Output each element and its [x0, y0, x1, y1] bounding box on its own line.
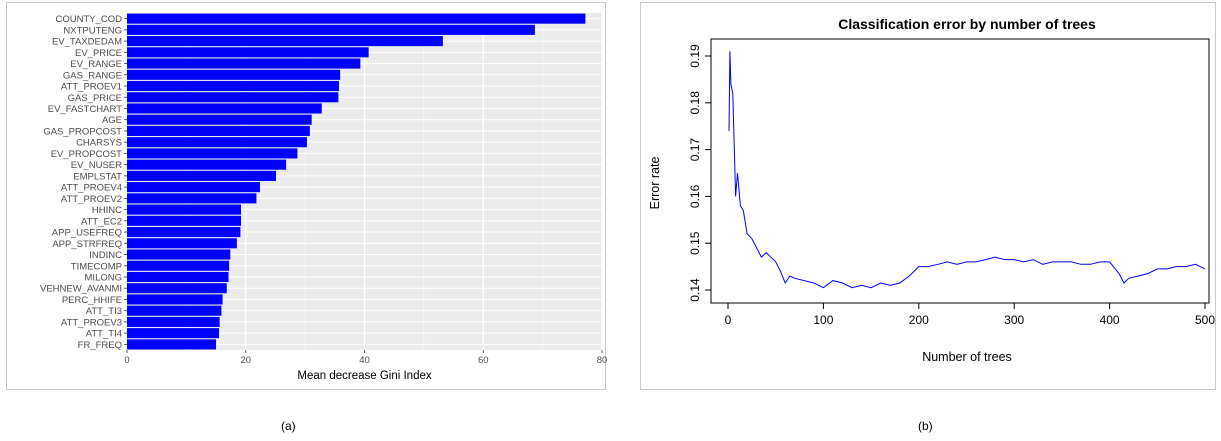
bar: [127, 339, 217, 350]
y-tick-label: HHINC: [92, 205, 122, 216]
x-tick-label: 0: [725, 313, 732, 327]
bar: [127, 328, 220, 339]
x-tick-label: 300: [1004, 313, 1024, 327]
bar: [127, 92, 339, 103]
caption-a: (a): [281, 419, 296, 433]
gini-importance-chart: COUNTY_CODNXTPUTENGEV_TAXDEDAMEV_PRICEEV…: [40, 13, 608, 382]
y-tick-label: 0.18: [688, 91, 702, 115]
y-tick-label: APP_STRFREQ: [52, 239, 122, 250]
x-tick-label: 0: [124, 355, 129, 366]
bar: [127, 305, 222, 316]
y-tick-label: ATT_EC2: [81, 216, 122, 227]
y-tick-label: EV_FASTCHART: [48, 104, 122, 115]
bar: [127, 125, 310, 137]
y-axis-title: Error rate: [648, 157, 662, 210]
bar: [127, 24, 535, 35]
bar: [127, 283, 227, 294]
bar: [127, 170, 277, 181]
y-tick-label: AGE: [102, 115, 122, 126]
x-tick-label: 500: [1195, 313, 1215, 327]
y-tick-label: ATT_PROEV4: [61, 183, 122, 194]
bar: [127, 294, 223, 305]
bar: [127, 137, 307, 148]
y-tick-label: ATT_PROEV1: [61, 82, 122, 93]
bar: [127, 148, 298, 159]
bar: [127, 47, 369, 58]
y-tick-label: GAS_PRICE: [68, 93, 122, 104]
y-tick-label: EV_TAXDEDAM: [52, 37, 122, 48]
x-tick-label: 40: [359, 355, 370, 366]
bar: [127, 159, 287, 170]
error-rate-chart-panel: Classification error by number of trees 0…: [640, 2, 1216, 390]
bar: [127, 182, 260, 193]
x-tick-label: 60: [478, 355, 489, 366]
bar: [127, 260, 230, 271]
x-axis-title: Mean decrease Gini Index: [297, 370, 431, 382]
y-tick-label: EMPLSTAT: [73, 171, 122, 182]
x-tick-label: 80: [597, 355, 608, 366]
y-tick-label: ATT_TI4: [86, 329, 122, 340]
bar: [127, 215, 241, 226]
bar: [127, 193, 257, 204]
y-tick-label: EV_PRICE: [75, 48, 122, 59]
caption-b: (b): [918, 419, 933, 433]
y-tick-label: 0.19: [688, 44, 702, 68]
bar: [127, 238, 237, 249]
y-tick-label: NXTPUTENG: [63, 25, 122, 36]
x-tick-label: 100: [813, 313, 833, 327]
y-tick-label: GAS_RANGE: [63, 70, 122, 81]
y-tick-label: ATT_TI3: [86, 306, 122, 317]
bar: [127, 271, 229, 283]
y-tick-label: 0.16: [688, 184, 702, 208]
y-tick-label: 0.14: [688, 278, 702, 302]
y-tick-label: ATT_PROEV2: [61, 194, 122, 205]
y-tick-label: COUNTY_COD: [55, 14, 122, 25]
bar: [127, 226, 241, 238]
y-tick-label: 0.17: [688, 138, 702, 162]
bar: [127, 316, 220, 327]
y-tick-label: GAS_PROPCOST: [43, 126, 122, 137]
y-tick-label: MILONG: [85, 272, 122, 283]
y-tick-label: VEHNEW_AVANMI: [40, 284, 122, 295]
x-tick-label: 200: [909, 313, 929, 327]
x-tick-label: 20: [240, 355, 251, 366]
x-axis-title: Number of trees: [922, 350, 1012, 364]
bar: [127, 80, 339, 92]
y-tick-label: EV_RANGE: [70, 59, 122, 70]
bar: [127, 114, 312, 125]
y-tick-label: INDINC: [89, 250, 122, 261]
y-tick-label: FR_FREQ: [78, 340, 122, 351]
x-tick-label: 400: [1100, 313, 1120, 327]
y-tick-label: PERC_HHIFE: [62, 295, 122, 306]
bar: [127, 13, 586, 24]
error-rate-chart: Classification error by number of trees 0…: [648, 16, 1215, 364]
chart-title: Classification error by number of trees: [838, 16, 1096, 32]
bar: [127, 69, 341, 80]
bar: [127, 103, 322, 114]
y-tick-label: CHARSYS: [76, 138, 122, 149]
y-tick-label: ATT_PROEV3: [61, 317, 122, 328]
bar: [127, 249, 231, 260]
bar: [127, 58, 361, 69]
gini-importance-chart-panel: COUNTY_COD NXTPUTENG EV_TAXDEDAM EV_PRICE EV…: [6, 2, 608, 390]
error-rate-line: [728, 51, 1206, 289]
y-tick-label: 0.15: [688, 231, 702, 255]
plot-frame: [710, 38, 1210, 304]
y-tick-label: TIMECOMP: [71, 261, 122, 272]
y-tick-label: APP_USEFREQ: [52, 228, 122, 239]
bar: [127, 204, 241, 215]
bar: [127, 36, 443, 47]
y-tick-label: EV_PROPCOST: [51, 149, 122, 160]
y-tick-label: EV_NUSER: [71, 160, 122, 171]
